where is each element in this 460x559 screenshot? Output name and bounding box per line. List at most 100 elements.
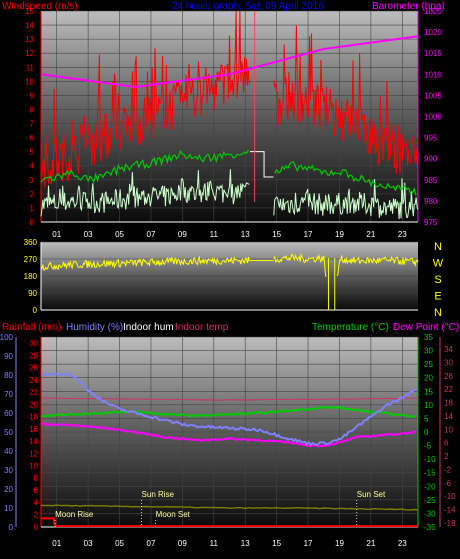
- humidity-series-line: [40, 371, 417, 447]
- baro-tick-label: 1020: [424, 28, 442, 37]
- indoor-hum-label: Indoor hum: [123, 322, 174, 333]
- compass-label: N: [434, 307, 442, 319]
- rain-tick-label: 4: [34, 498, 39, 507]
- wind-x-tick-label: 09: [178, 230, 187, 239]
- rain-tick-label: 22: [29, 388, 38, 397]
- dir-tick-label: 90: [28, 289, 37, 298]
- wind-avg-series-line: [40, 149, 249, 184]
- baro-tick-label: 980: [424, 197, 438, 206]
- indoor-temp-tick-label: -14: [444, 506, 456, 515]
- indoor-temp-tick-label: 2: [444, 452, 449, 461]
- baro-tick-label: 975: [424, 218, 438, 227]
- rain-tick-label: 28: [29, 351, 38, 360]
- wind-tick-label: 6: [30, 134, 35, 143]
- wind-x-tick-label: 19: [335, 230, 344, 239]
- rain-tick-label: 6: [34, 486, 39, 495]
- rain-tick-label: 14: [29, 437, 38, 446]
- temp-x-tick-label: 13: [241, 539, 250, 548]
- dir-tick-label: 270: [24, 255, 38, 264]
- compass-label: N: [434, 241, 442, 253]
- annotation-label: Moon Rise: [55, 510, 94, 519]
- rain-tick-label: 2: [34, 511, 39, 520]
- gust-series-line: [40, 10, 250, 188]
- temp-tick-label: 35: [424, 333, 433, 342]
- indoor-temp-tick-label: 26: [444, 372, 453, 381]
- indoor-temp-tick-label: 10: [444, 425, 453, 434]
- humidity-label: Humidity (%): [66, 322, 123, 333]
- calm-series-line: [40, 169, 250, 217]
- rainfall-series-line: [41, 517, 418, 528]
- temp-tick-label: 10: [424, 401, 433, 410]
- wind-tick-label: 4: [30, 162, 35, 171]
- indoor-temp-tick-label: 14: [444, 412, 453, 421]
- temperature-label: Temperature (°C): [312, 322, 389, 333]
- rain-tick-label: 20: [29, 400, 38, 409]
- humidity-tick-label: 80: [4, 371, 13, 380]
- humidity-tick-label: 10: [4, 504, 13, 513]
- wind-x-tick-label: 23: [398, 230, 407, 239]
- temp-x-tick-label: 19: [335, 539, 344, 548]
- wind-tick-label: 9: [30, 91, 35, 100]
- rain-tick-label: 0: [34, 523, 39, 532]
- humidity-tick-label: 60: [4, 409, 13, 418]
- graph-title: 24 hours graph, Sat, 09 April 2016: [172, 1, 324, 12]
- wind-tick-label: 13: [25, 35, 34, 44]
- compass-label: E: [434, 291, 441, 303]
- rain-tick-label: 26: [29, 364, 38, 373]
- wind-x-tick-label: 21: [366, 230, 375, 239]
- rain-tick-label: 10: [29, 462, 38, 471]
- direction-series-line: [273, 252, 327, 277]
- wind-x-tick-label: 03: [84, 230, 93, 239]
- indoor-temp-tick-label: 18: [444, 399, 453, 408]
- humidity-tick-label: 90: [4, 352, 13, 361]
- annotation-label: Sun Rise: [142, 490, 175, 499]
- compass-label: W: [433, 258, 444, 270]
- temp-tick-label: -15: [424, 469, 436, 478]
- rain-tick-label: 24: [29, 376, 38, 385]
- dir-tick-label: 360: [24, 238, 38, 247]
- wind-avg-series-line: [274, 161, 417, 196]
- wind-x-tick-label: 15: [272, 230, 281, 239]
- rain-tick-label: 12: [29, 449, 38, 458]
- temp-tick-label: 20: [424, 374, 433, 383]
- wind-tick-label: 8: [30, 105, 35, 114]
- temp-tick-label: -30: [424, 509, 436, 518]
- temp-x-tick-label: 15: [272, 539, 281, 548]
- temp-tick-label: 0: [424, 428, 429, 437]
- baro-tick-label: 1015: [424, 49, 442, 58]
- wind-x-tick-label: 17: [304, 230, 313, 239]
- indoor-temp-line: [40, 397, 419, 401]
- compass-label: S: [434, 274, 441, 286]
- wind-tick-label: 7: [30, 120, 35, 129]
- rain-tick-label: 18: [29, 413, 38, 422]
- temp-tick-label: 15: [424, 387, 433, 396]
- indoor-temp-tick-label: 6: [444, 439, 449, 448]
- temp-tick-label: -35: [424, 523, 436, 532]
- baro-tick-label: 1005: [424, 91, 442, 100]
- humidity-tick-label: 20: [4, 485, 13, 494]
- temp-x-tick-label: 03: [84, 539, 93, 548]
- indoor-temp-tick-label: -6: [444, 479, 452, 488]
- dewpoint-label: Dew Point (°C): [393, 322, 459, 333]
- temp-x-tick-label: 21: [366, 539, 375, 548]
- rain-tick-label: 8: [34, 474, 39, 483]
- wind-x-tick-label: 07: [147, 230, 156, 239]
- barometer-series-line: [40, 35, 419, 89]
- wind-tick-label: 11: [26, 63, 35, 72]
- humidity-tick-label: 50: [4, 428, 13, 437]
- wind-tick-label: 2: [30, 190, 35, 199]
- wind-tick-label: 1: [30, 204, 35, 213]
- calm-series-line: [273, 178, 419, 220]
- humidity-tick-label: 30: [4, 466, 13, 475]
- temp-tick-label: -10: [424, 455, 436, 464]
- annotation-label: Moon Set: [156, 510, 191, 519]
- wind-x-tick-label: 01: [52, 230, 61, 239]
- wind-x-tick-label: 05: [115, 230, 124, 239]
- indoor-temp-tick-label: 34: [444, 345, 453, 354]
- indoor-temp-tick-label: 22: [444, 385, 453, 394]
- wind-x-tick-label: 11: [210, 230, 219, 239]
- indoor-humidity-line: [40, 504, 419, 511]
- humidity-tick-label: 100: [0, 333, 14, 342]
- temp-tick-label: 30: [424, 347, 433, 356]
